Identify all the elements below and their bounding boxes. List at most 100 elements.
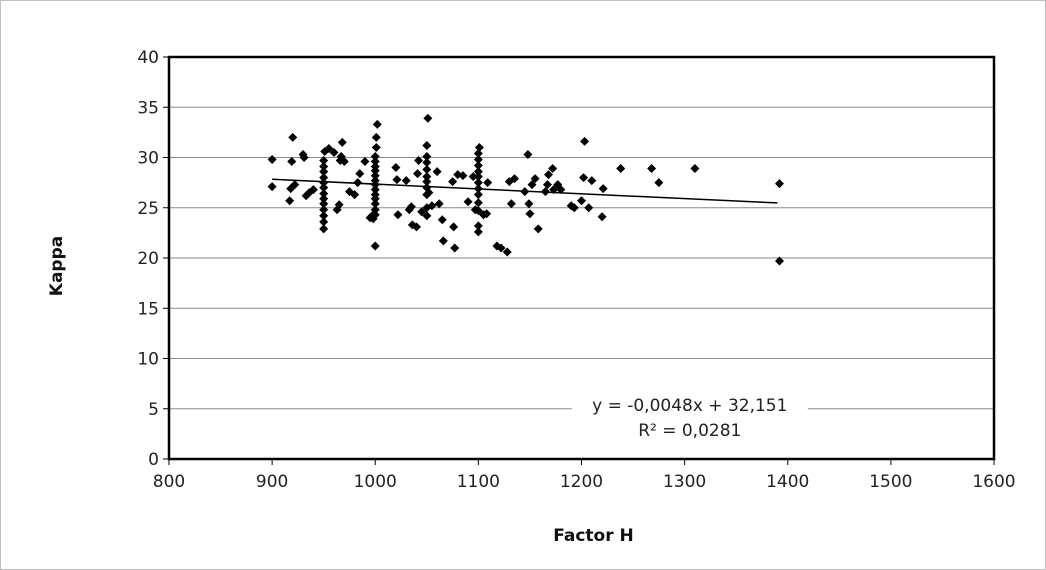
y-axis-title: Kappa	[47, 236, 67, 296]
data-point	[473, 227, 483, 237]
y-tick-label: 20	[137, 249, 159, 269]
data-point	[339, 157, 349, 167]
data-point	[423, 113, 433, 123]
data-point	[319, 183, 329, 193]
trendline-equation: y = -0,0048x + 32,151	[592, 396, 787, 416]
data-point	[432, 167, 442, 177]
x-axis-title: Factor H	[553, 526, 634, 546]
data-point	[299, 153, 309, 162]
data-point	[412, 222, 421, 232]
data-point	[370, 241, 380, 251]
data-point	[483, 178, 493, 188]
data-point	[329, 147, 339, 157]
data-point	[267, 182, 277, 192]
data-point	[308, 185, 318, 195]
data-point	[473, 184, 483, 194]
data-point	[775, 179, 784, 189]
data-point	[527, 180, 537, 190]
data-point	[337, 137, 347, 147]
data-point	[542, 180, 552, 190]
data-point	[370, 185, 380, 195]
data-point	[577, 196, 586, 206]
data-point	[422, 177, 432, 187]
data-point	[422, 165, 432, 175]
data-point	[530, 174, 540, 184]
data-point	[473, 198, 483, 208]
data-point	[422, 140, 432, 150]
data-point	[319, 167, 329, 177]
data-point	[353, 178, 363, 188]
data-point	[370, 205, 380, 215]
gridlines	[169, 106, 994, 410]
data-point	[401, 176, 411, 186]
data-point	[482, 209, 492, 219]
data-point	[319, 217, 329, 227]
data-point	[569, 203, 579, 213]
data-point	[544, 170, 553, 180]
x-tick-label: 1400	[766, 472, 809, 492]
data-point	[533, 224, 543, 234]
data-point	[370, 176, 380, 186]
data-point	[324, 143, 334, 153]
data-point	[548, 164, 558, 174]
data-point	[473, 221, 483, 231]
data-point	[319, 162, 329, 172]
data-point	[654, 178, 664, 188]
y-axis-ticks: 0 5 10 15 20 25 30 35 40	[137, 48, 169, 470]
data-point	[319, 156, 329, 166]
data-point	[371, 142, 381, 152]
data-point	[597, 212, 607, 222]
data-point	[424, 188, 434, 198]
data-point	[393, 210, 403, 220]
data-point	[290, 180, 300, 190]
data-point	[556, 185, 566, 195]
data-point	[524, 199, 534, 209]
x-tick-label: 1000	[354, 472, 397, 492]
data-point	[287, 157, 297, 167]
y-tick-label: 25	[137, 199, 159, 219]
data-point	[520, 187, 530, 197]
data-point	[350, 190, 360, 200]
y-tick-label: 0	[148, 450, 159, 470]
data-point	[473, 172, 483, 182]
data-point	[587, 176, 597, 186]
data-points	[267, 113, 784, 266]
data-point	[370, 171, 380, 181]
data-point	[267, 155, 277, 165]
data-point	[319, 211, 329, 221]
x-tick-label: 1100	[457, 472, 500, 492]
data-point	[355, 169, 365, 179]
data-point	[580, 136, 590, 146]
data-point	[449, 222, 459, 232]
data-point	[437, 215, 447, 225]
y-tick-label: 15	[137, 299, 159, 319]
data-point	[422, 151, 432, 161]
data-point	[414, 156, 424, 166]
data-point	[540, 187, 550, 197]
y-tick-label: 5	[148, 400, 159, 420]
data-point	[406, 202, 416, 212]
data-point	[473, 161, 483, 171]
data-point	[647, 164, 657, 174]
data-point	[371, 132, 381, 142]
y-tick-label: 40	[137, 48, 159, 68]
data-point	[422, 158, 432, 168]
data-point	[285, 196, 295, 206]
trendline-label-box	[571, 393, 808, 452]
x-tick-label: 1200	[560, 472, 603, 492]
data-point	[473, 148, 483, 158]
data-point	[473, 155, 483, 165]
data-point	[372, 119, 382, 129]
data-point	[427, 201, 437, 211]
data-point	[690, 164, 700, 174]
data-point	[370, 162, 380, 172]
data-point	[319, 205, 329, 215]
data-point	[370, 199, 380, 209]
data-point	[775, 256, 784, 266]
data-point	[579, 173, 589, 183]
data-point	[370, 190, 380, 200]
data-point	[616, 164, 626, 174]
x-axis-ticks: 800 900 1000 1100 1200 1300 1400 1500 1600	[153, 459, 1016, 492]
